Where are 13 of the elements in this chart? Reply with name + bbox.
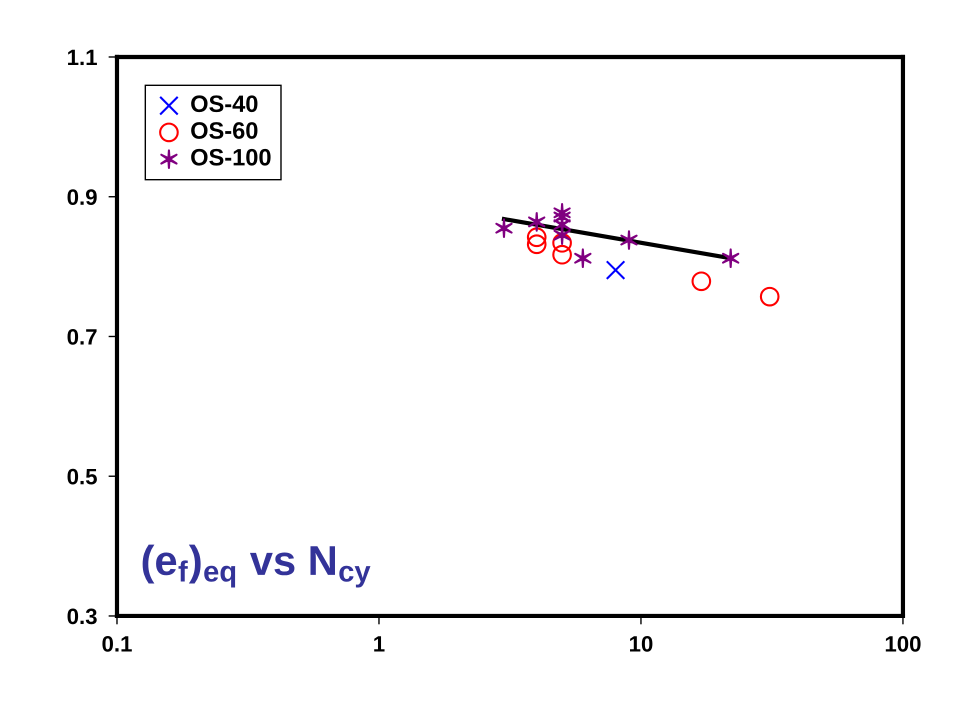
legend-label: OS-40 (191, 95, 258, 112)
y-tick-label: 0.3 (68, 608, 97, 624)
legend-label: OS-60 (191, 122, 258, 139)
annotation: (e$_{f}$)$_{eq}$ vs N$_{cy}$ (142, 544, 370, 588)
legend-label: OS-100 (191, 148, 271, 166)
x-tick-label: 0.1 (102, 636, 132, 652)
x-tick-label: 100 (886, 636, 921, 652)
x-tick-label: 1 (374, 636, 385, 652)
y-tick-label: 1.1 (68, 50, 97, 66)
y-tick-label: 0.9 (68, 189, 97, 206)
x-tick-label: 10 (630, 636, 652, 652)
y-tick-label: 0.7 (68, 329, 97, 345)
y-tick-label: 0.5 (68, 468, 97, 484)
